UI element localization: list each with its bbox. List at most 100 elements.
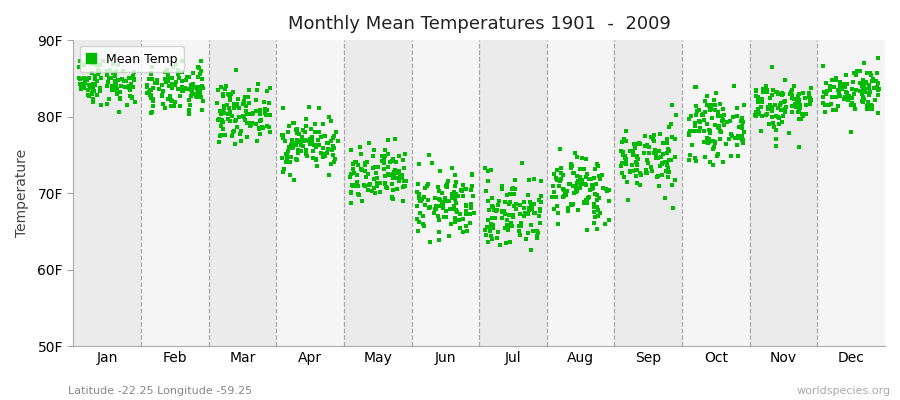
Point [194,68,208,74]
Point [546,188,561,195]
Point [377,180,392,186]
Point [618,154,633,161]
Point [344,147,358,154]
Point [560,188,574,194]
Point [163,93,177,99]
Point [211,87,225,94]
Point [144,71,158,78]
Point [310,163,324,169]
Point [565,163,580,170]
Point [568,150,582,156]
Point [428,210,442,216]
Point [649,154,663,161]
Point [252,126,266,132]
Point [465,171,480,177]
Point [413,210,428,216]
Point [524,222,538,228]
Point [495,183,509,189]
Point [454,187,469,193]
Point [566,170,580,176]
Point [410,216,425,222]
Point [263,84,277,91]
Point [145,64,159,70]
Point [865,78,879,84]
Point [689,108,704,114]
Point [300,153,314,160]
Point [670,112,684,118]
Point [636,150,651,156]
Point [382,158,397,165]
Point [234,138,248,144]
Point [230,100,245,107]
Point [870,92,885,98]
Point [792,91,806,97]
Point [508,186,522,192]
Point [859,80,873,86]
Point [320,140,334,146]
Point [644,134,658,140]
Point [651,172,665,179]
Point [724,118,738,124]
Point [82,93,96,100]
Point [652,148,667,155]
Point [660,159,674,165]
Point [226,89,240,95]
Point [189,92,203,99]
Point [581,194,596,200]
Point [765,92,779,98]
Point [688,84,702,90]
Point [478,165,492,171]
Point [749,109,763,115]
Point [276,169,291,175]
Point [630,154,644,160]
Point [715,118,729,124]
Point [396,184,410,190]
Point [442,233,456,239]
Point [385,195,400,202]
Point [227,128,241,134]
Point [250,138,265,144]
Point [547,206,562,212]
Point [248,96,263,103]
Point [792,106,806,113]
Point [702,103,716,109]
Point [283,123,297,129]
Point [294,138,309,144]
Point [639,142,653,148]
Point [86,80,100,87]
Point [195,83,210,89]
Point [158,69,172,76]
Point [485,215,500,222]
Point [663,157,678,163]
Point [245,120,259,126]
Point [431,188,446,194]
Point [861,82,876,88]
Point [99,101,113,107]
Point [328,129,343,135]
Point [554,170,569,177]
Point [455,229,470,235]
Point [514,160,528,166]
Point [508,206,523,212]
Point [688,84,703,90]
Point [785,86,799,93]
Point [711,113,725,120]
Point [749,87,763,94]
Point [555,194,570,200]
Point [803,95,817,101]
Point [80,76,94,83]
Point [428,195,443,201]
Point [126,76,140,82]
Point [412,161,427,167]
Point [503,239,517,246]
Point [410,181,425,187]
Point [392,176,406,182]
Point [433,203,447,210]
Point [90,78,104,84]
Point [662,169,676,175]
Point [371,164,385,170]
Point [298,136,312,143]
Point [580,227,594,233]
Bar [209,40,276,346]
Point [556,187,571,193]
